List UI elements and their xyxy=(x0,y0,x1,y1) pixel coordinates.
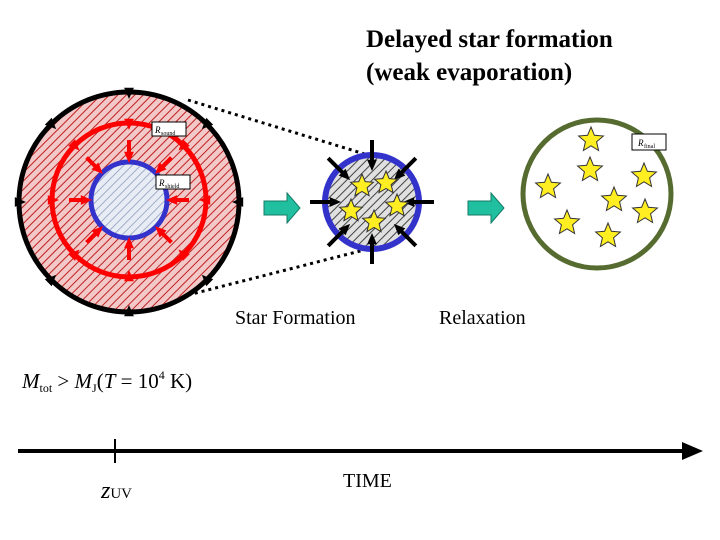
formula-open-paren: ( xyxy=(96,369,104,393)
inflow-arrowhead xyxy=(91,162,103,174)
star-icon xyxy=(594,221,622,248)
star-icon xyxy=(553,208,581,235)
inflow-arrowhead xyxy=(201,274,214,287)
star-icon xyxy=(338,197,364,222)
title-line-2: (weak evaporation) xyxy=(366,59,573,86)
svg-text:R: R xyxy=(158,178,165,188)
formula-temperature-symbol: T xyxy=(103,369,116,393)
formula-mj-symbol: M xyxy=(74,369,93,393)
core-stars xyxy=(338,169,410,233)
inflow-arrowhead xyxy=(393,168,406,181)
formula-unit: K) xyxy=(164,369,193,393)
inflow-arrowhead xyxy=(199,195,211,205)
outer-inflow-arrows xyxy=(14,87,244,317)
relaxed-cluster xyxy=(520,117,674,271)
star-icon xyxy=(534,172,562,199)
time-axis-label: TIME xyxy=(343,470,392,492)
star-icon xyxy=(631,197,659,224)
title-line-1: Delayed star formation xyxy=(366,26,613,53)
z-uv-symbol: z xyxy=(101,478,111,504)
inflow-arrowhead xyxy=(124,118,134,130)
inflow-arrowhead xyxy=(47,195,59,205)
z-uv-subscript: UV xyxy=(110,486,133,502)
inflow-arrowhead xyxy=(124,237,134,249)
svg-text:sound: sound xyxy=(161,131,175,137)
inflow-arrowhead xyxy=(367,233,377,245)
inflow-arrowhead xyxy=(338,168,351,181)
initial-cloud xyxy=(14,87,244,317)
star-forming-core xyxy=(310,140,434,264)
right-arrow-icon xyxy=(263,191,301,225)
formula-mtot-symbol: M xyxy=(22,369,40,393)
right-arrow-icon xyxy=(467,191,505,225)
r-sound-label: R sound xyxy=(151,121,187,137)
inflow-arrowhead xyxy=(178,249,190,261)
svg-text:R: R xyxy=(154,125,161,135)
star-icon xyxy=(577,125,605,152)
inflow-arrowhead xyxy=(124,151,134,163)
sound-inflow-arrows xyxy=(47,118,211,282)
star-icon xyxy=(361,208,387,233)
inflow-arrowhead xyxy=(178,139,190,151)
star-icon xyxy=(384,192,410,217)
star-icon xyxy=(373,169,399,194)
star-icon xyxy=(600,185,628,212)
r-final-label: R final xyxy=(631,133,667,151)
svg-text:shield: shield xyxy=(165,184,179,190)
jeans-mass-condition: Mtot > MJ(T = 104 K) xyxy=(22,368,192,396)
cluster-stars xyxy=(534,125,659,248)
r-shield-label: R shield xyxy=(155,174,191,190)
inflow-arrowhead xyxy=(393,223,406,236)
inflow-arrowhead xyxy=(232,197,244,207)
inflow-arrowhead xyxy=(44,117,57,130)
formula-mj-subscript: J xyxy=(92,381,97,395)
time-axis xyxy=(18,439,703,463)
relaxation-label: Relaxation xyxy=(439,307,526,329)
star-icon xyxy=(576,155,604,182)
formula-exponent: 4 xyxy=(158,368,165,382)
shield-inflow-arrows xyxy=(69,140,189,260)
inflow-arrowhead xyxy=(329,197,341,207)
inflow-arrowhead xyxy=(124,87,134,99)
formula-equals-value: = 10 xyxy=(120,369,159,393)
svg-text:final: final xyxy=(644,143,655,150)
inflow-arrowhead xyxy=(124,305,134,317)
formula-mtot-subscript: tot xyxy=(39,381,53,395)
inflow-arrowhead xyxy=(80,195,92,205)
inflow-arrowhead xyxy=(68,139,80,151)
inflow-arrowhead xyxy=(91,226,103,238)
formula-greater-than: > xyxy=(57,369,70,393)
inflow-arrowhead xyxy=(201,117,214,130)
inflow-arrowhead xyxy=(338,223,351,236)
star-formation-label: Star Formation xyxy=(235,307,356,329)
inflow-arrowhead xyxy=(155,226,167,238)
star-icon xyxy=(630,161,658,188)
inflow-arrowhead xyxy=(44,274,57,287)
inflow-arrowhead xyxy=(68,249,80,261)
svg-text:R: R xyxy=(637,138,644,148)
zoom-lines xyxy=(187,98,369,297)
inflow-arrowhead xyxy=(124,270,134,282)
inflow-arrowhead xyxy=(166,195,178,205)
inflow-arrowhead xyxy=(155,162,167,174)
star-icon xyxy=(349,172,375,197)
inflow-arrowhead xyxy=(14,197,26,207)
z-uv-label: zUV xyxy=(101,478,132,505)
inflow-arrowhead xyxy=(367,159,377,171)
